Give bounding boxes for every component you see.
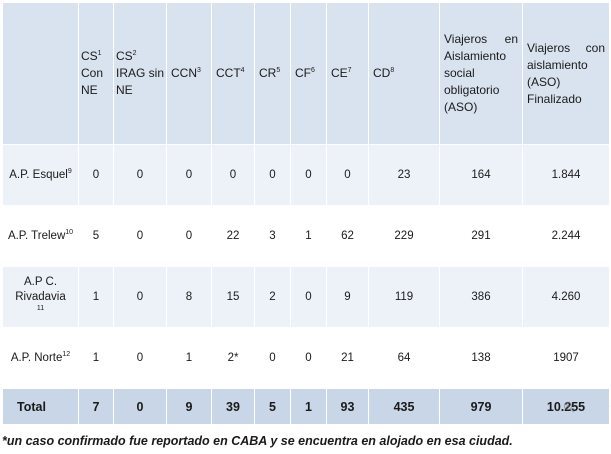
header-location bbox=[2, 2, 79, 145]
cell-ccn: 1 bbox=[166, 327, 212, 389]
cell-cs1: 1 bbox=[78, 327, 114, 389]
total-aso-finalizado-value: 10.255 bbox=[546, 399, 586, 414]
cell-cs2: 0 bbox=[113, 205, 167, 267]
cell-cd: 23 bbox=[368, 144, 440, 206]
cell-cd: 64 bbox=[368, 327, 440, 389]
cell-cct: 2* bbox=[211, 327, 255, 389]
row-location: A.P C. Rivadavia 11 bbox=[2, 266, 79, 328]
cell-cr: 2 bbox=[254, 266, 291, 328]
cell-cf: 0 bbox=[290, 327, 327, 389]
table-row: A.P. Norte12 1 0 1 2* 0 0 21 64 138 1907 bbox=[2, 327, 610, 389]
cell-ce: 0 bbox=[326, 144, 369, 206]
cell-cs1: 5 bbox=[78, 205, 114, 267]
total-cs2: 0 bbox=[113, 388, 167, 425]
cell-cd: 229 bbox=[368, 205, 440, 267]
cell-cf: 0 bbox=[290, 144, 327, 206]
cell-cf: 1 bbox=[290, 205, 327, 267]
cell-cs1: 1 bbox=[78, 266, 114, 328]
row-location: A.P. Trelew10 bbox=[2, 205, 79, 267]
total-ccn: 9 bbox=[166, 388, 212, 425]
total-cf: 1 bbox=[290, 388, 327, 425]
header-aso: Viajeros en Aislamiento social obligator… bbox=[439, 2, 523, 145]
cell-ccn: 8 bbox=[166, 266, 212, 328]
total-label: Total bbox=[2, 388, 79, 425]
cell-cs1: 0 bbox=[78, 144, 114, 206]
header-ce: CE7 bbox=[326, 2, 369, 145]
cell-cct: 22 bbox=[211, 205, 255, 267]
header-cr: CR5 bbox=[254, 2, 291, 145]
header-ccn: CCN3 bbox=[166, 2, 212, 145]
cell-aso: 138 bbox=[439, 327, 523, 389]
total-aso: 979 bbox=[439, 388, 523, 425]
header-cs1: CS1 Con NE bbox=[78, 2, 114, 145]
total-cr: 5 bbox=[254, 388, 291, 425]
footnote: *un caso confirmado fue reportado en CAB… bbox=[2, 434, 513, 448]
total-cs1: 7 bbox=[78, 388, 114, 425]
cell-cd: 119 bbox=[368, 266, 440, 328]
cell-ce: 62 bbox=[326, 205, 369, 267]
cell-ccn: 0 bbox=[166, 144, 212, 206]
cell-cs2: 0 bbox=[113, 266, 167, 328]
header-cs1-sub: Con NE bbox=[81, 66, 104, 97]
total-cd: 435 bbox=[368, 388, 440, 425]
cell-aso: 386 bbox=[439, 266, 523, 328]
cell-aso-finalizado: 4.260 bbox=[522, 266, 610, 328]
header-cf: CF6 bbox=[290, 2, 327, 145]
total-ce: 93 bbox=[326, 388, 369, 425]
row-location: A.P. Esquel9 bbox=[2, 144, 79, 206]
table-row: A.P. Esquel9 0 0 0 0 0 0 0 23 164 1.844 bbox=[2, 144, 610, 206]
table-row: A.P C. Rivadavia 11 1 0 8 15 2 0 9 119 38… bbox=[2, 266, 610, 328]
cell-cct: 15 bbox=[211, 266, 255, 328]
cell-cf: 0 bbox=[290, 266, 327, 328]
zoom-in-icon[interactable] bbox=[563, 401, 575, 413]
cell-cr: 0 bbox=[254, 327, 291, 389]
table-row: A.P. Trelew10 5 0 0 22 3 1 62 229 291 2.… bbox=[2, 205, 610, 267]
header-row: CS1 Con NE CS2 IRAG sin NE CCN3 CCT4 CR5… bbox=[2, 2, 610, 145]
cell-ce: 9 bbox=[326, 266, 369, 328]
cases-table: CS1 Con NE CS2 IRAG sin NE CCN3 CCT4 CR5… bbox=[2, 2, 611, 425]
cell-aso: 164 bbox=[439, 144, 523, 206]
cell-cs2: 0 bbox=[113, 327, 167, 389]
header-cd: CD8 bbox=[368, 2, 440, 145]
cell-aso-finalizado: 1907 bbox=[522, 327, 610, 389]
header-cs2: CS2 IRAG sin NE bbox=[113, 2, 167, 145]
total-cct: 39 bbox=[211, 388, 255, 425]
total-aso-finalizado: 10.255 bbox=[522, 388, 611, 425]
cell-ce: 21 bbox=[326, 327, 369, 389]
header-aso-finalizado: Viajeros con aislamiento (ASO) Finalizad… bbox=[522, 2, 610, 145]
total-row: Total 7 0 9 39 5 1 93 435 979 10.255 bbox=[2, 388, 611, 425]
header-cct: CCT4 bbox=[211, 2, 255, 145]
cell-cs2: 0 bbox=[113, 144, 167, 206]
row-location: A.P. Norte12 bbox=[2, 327, 79, 389]
cell-aso-finalizado: 1.844 bbox=[522, 144, 610, 206]
cell-aso: 291 bbox=[439, 205, 523, 267]
cell-cct: 0 bbox=[211, 144, 255, 206]
cell-ccn: 0 bbox=[166, 205, 212, 267]
zoom-value-wrap: 10.255 bbox=[546, 399, 611, 414]
cell-cr: 0 bbox=[254, 144, 291, 206]
header-cs2-sub: IRAG sin NE bbox=[116, 66, 165, 97]
cell-cr: 3 bbox=[254, 205, 291, 267]
cell-aso-finalizado: 2.244 bbox=[522, 205, 610, 267]
